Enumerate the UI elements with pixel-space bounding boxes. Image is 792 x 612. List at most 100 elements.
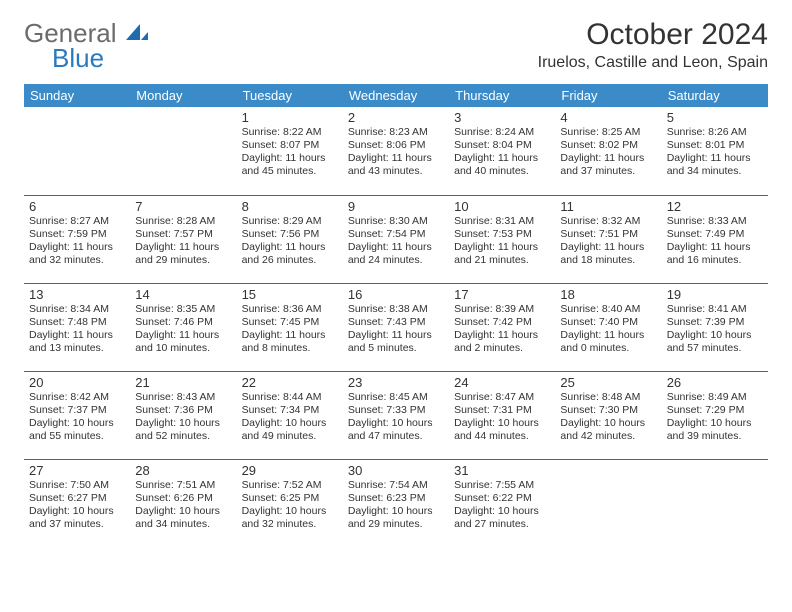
calendar-cell xyxy=(130,107,236,195)
calendar-body: 1Sunrise: 8:22 AMSunset: 8:07 PMDaylight… xyxy=(24,107,768,547)
daylight-line: Daylight: 11 hours and 29 minutes. xyxy=(135,241,231,267)
calendar-cell: 14Sunrise: 8:35 AMSunset: 7:46 PMDayligh… xyxy=(130,283,236,371)
daylight-line: Daylight: 11 hours and 26 minutes. xyxy=(242,241,338,267)
calendar-cell: 22Sunrise: 8:44 AMSunset: 7:34 PMDayligh… xyxy=(237,371,343,459)
sunrise-line: Sunrise: 8:25 AM xyxy=(560,126,656,139)
day-number: 25 xyxy=(560,375,656,390)
sunset-line: Sunset: 8:02 PM xyxy=(560,139,656,152)
daylight-line: Daylight: 11 hours and 10 minutes. xyxy=(135,329,231,355)
daylight-line: Daylight: 10 hours and 57 minutes. xyxy=(667,329,763,355)
sunrise-line: Sunrise: 8:24 AM xyxy=(454,126,550,139)
calendar-cell: 23Sunrise: 8:45 AMSunset: 7:33 PMDayligh… xyxy=(343,371,449,459)
daylight-line: Daylight: 11 hours and 2 minutes. xyxy=(454,329,550,355)
sunrise-line: Sunrise: 8:32 AM xyxy=(560,215,656,228)
day-number: 9 xyxy=(348,199,444,214)
daylight-line: Daylight: 11 hours and 24 minutes. xyxy=(348,241,444,267)
day-info: Sunrise: 8:27 AMSunset: 7:59 PMDaylight:… xyxy=(29,215,125,268)
daylight-line: Daylight: 11 hours and 18 minutes. xyxy=(560,241,656,267)
sunrise-line: Sunrise: 8:22 AM xyxy=(242,126,338,139)
day-info: Sunrise: 8:22 AMSunset: 8:07 PMDaylight:… xyxy=(242,126,338,179)
col-header-sunday: Sunday xyxy=(24,84,130,107)
sunrise-line: Sunrise: 8:44 AM xyxy=(242,391,338,404)
calendar-cell: 6Sunrise: 8:27 AMSunset: 7:59 PMDaylight… xyxy=(24,195,130,283)
sunrise-line: Sunrise: 8:41 AM xyxy=(667,303,763,316)
sunset-line: Sunset: 7:46 PM xyxy=(135,316,231,329)
day-info: Sunrise: 8:44 AMSunset: 7:34 PMDaylight:… xyxy=(242,391,338,444)
sunset-line: Sunset: 7:45 PM xyxy=(242,316,338,329)
daylight-line: Daylight: 11 hours and 16 minutes. xyxy=(667,241,763,267)
calendar-cell: 5Sunrise: 8:26 AMSunset: 8:01 PMDaylight… xyxy=(662,107,768,195)
calendar-table: Sunday Monday Tuesday Wednesday Thursday… xyxy=(24,84,768,547)
calendar-cell: 25Sunrise: 8:48 AMSunset: 7:30 PMDayligh… xyxy=(555,371,661,459)
calendar-cell: 3Sunrise: 8:24 AMSunset: 8:04 PMDaylight… xyxy=(449,107,555,195)
day-number: 15 xyxy=(242,287,338,302)
day-number: 21 xyxy=(135,375,231,390)
calendar-row: 1Sunrise: 8:22 AMSunset: 8:07 PMDaylight… xyxy=(24,107,768,195)
day-number: 19 xyxy=(667,287,763,302)
day-info: Sunrise: 8:24 AMSunset: 8:04 PMDaylight:… xyxy=(454,126,550,179)
sunset-line: Sunset: 6:23 PM xyxy=(348,492,444,505)
daylight-line: Daylight: 11 hours and 0 minutes. xyxy=(560,329,656,355)
sunrise-line: Sunrise: 8:38 AM xyxy=(348,303,444,316)
day-info: Sunrise: 7:55 AMSunset: 6:22 PMDaylight:… xyxy=(454,479,550,532)
sunset-line: Sunset: 7:31 PM xyxy=(454,404,550,417)
sunrise-line: Sunrise: 8:31 AM xyxy=(454,215,550,228)
calendar-cell: 15Sunrise: 8:36 AMSunset: 7:45 PMDayligh… xyxy=(237,283,343,371)
day-info: Sunrise: 8:47 AMSunset: 7:31 PMDaylight:… xyxy=(454,391,550,444)
sunrise-line: Sunrise: 8:33 AM xyxy=(667,215,763,228)
day-info: Sunrise: 8:25 AMSunset: 8:02 PMDaylight:… xyxy=(560,126,656,179)
calendar-cell: 24Sunrise: 8:47 AMSunset: 7:31 PMDayligh… xyxy=(449,371,555,459)
col-header-monday: Monday xyxy=(130,84,236,107)
sunset-line: Sunset: 7:33 PM xyxy=(348,404,444,417)
day-number: 1 xyxy=(242,110,338,125)
calendar-cell: 19Sunrise: 8:41 AMSunset: 7:39 PMDayligh… xyxy=(662,283,768,371)
day-info: Sunrise: 8:38 AMSunset: 7:43 PMDaylight:… xyxy=(348,303,444,356)
calendar-cell xyxy=(662,459,768,547)
daylight-line: Daylight: 11 hours and 45 minutes. xyxy=(242,152,338,178)
day-info: Sunrise: 7:52 AMSunset: 6:25 PMDaylight:… xyxy=(242,479,338,532)
sunrise-line: Sunrise: 8:36 AM xyxy=(242,303,338,316)
day-number: 24 xyxy=(454,375,550,390)
day-info: Sunrise: 8:43 AMSunset: 7:36 PMDaylight:… xyxy=(135,391,231,444)
sunset-line: Sunset: 6:25 PM xyxy=(242,492,338,505)
day-number: 4 xyxy=(560,110,656,125)
daylight-line: Daylight: 10 hours and 47 minutes. xyxy=(348,417,444,443)
sunset-line: Sunset: 7:54 PM xyxy=(348,228,444,241)
day-info: Sunrise: 8:42 AMSunset: 7:37 PMDaylight:… xyxy=(29,391,125,444)
daylight-line: Daylight: 10 hours and 29 minutes. xyxy=(348,505,444,531)
day-number: 31 xyxy=(454,463,550,478)
calendar-cell: 7Sunrise: 8:28 AMSunset: 7:57 PMDaylight… xyxy=(130,195,236,283)
daylight-line: Daylight: 11 hours and 43 minutes. xyxy=(348,152,444,178)
sunset-line: Sunset: 7:51 PM xyxy=(560,228,656,241)
sunrise-line: Sunrise: 8:28 AM xyxy=(135,215,231,228)
col-header-saturday: Saturday xyxy=(662,84,768,107)
daylight-line: Daylight: 10 hours and 49 minutes. xyxy=(242,417,338,443)
calendar-cell: 21Sunrise: 8:43 AMSunset: 7:36 PMDayligh… xyxy=(130,371,236,459)
calendar-row: 13Sunrise: 8:34 AMSunset: 7:48 PMDayligh… xyxy=(24,283,768,371)
daylight-line: Daylight: 10 hours and 55 minutes. xyxy=(29,417,125,443)
day-number: 27 xyxy=(29,463,125,478)
day-info: Sunrise: 8:30 AMSunset: 7:54 PMDaylight:… xyxy=(348,215,444,268)
day-number: 12 xyxy=(667,199,763,214)
calendar-cell: 28Sunrise: 7:51 AMSunset: 6:26 PMDayligh… xyxy=(130,459,236,547)
day-info: Sunrise: 8:36 AMSunset: 7:45 PMDaylight:… xyxy=(242,303,338,356)
calendar-cell: 26Sunrise: 8:49 AMSunset: 7:29 PMDayligh… xyxy=(662,371,768,459)
sunrise-line: Sunrise: 8:35 AM xyxy=(135,303,231,316)
calendar-cell: 30Sunrise: 7:54 AMSunset: 6:23 PMDayligh… xyxy=(343,459,449,547)
sunset-line: Sunset: 7:42 PM xyxy=(454,316,550,329)
sunset-line: Sunset: 7:29 PM xyxy=(667,404,763,417)
day-info: Sunrise: 8:39 AMSunset: 7:42 PMDaylight:… xyxy=(454,303,550,356)
day-number: 28 xyxy=(135,463,231,478)
daylight-line: Daylight: 11 hours and 8 minutes. xyxy=(242,329,338,355)
sunrise-line: Sunrise: 8:26 AM xyxy=(667,126,763,139)
col-header-friday: Friday xyxy=(555,84,661,107)
day-number: 30 xyxy=(348,463,444,478)
sunset-line: Sunset: 7:53 PM xyxy=(454,228,550,241)
sunrise-line: Sunrise: 8:45 AM xyxy=(348,391,444,404)
sunset-line: Sunset: 8:07 PM xyxy=(242,139,338,152)
sunrise-line: Sunrise: 8:48 AM xyxy=(560,391,656,404)
calendar-cell: 27Sunrise: 7:50 AMSunset: 6:27 PMDayligh… xyxy=(24,459,130,547)
location: Iruelos, Castille and Leon, Spain xyxy=(538,54,768,72)
col-header-wednesday: Wednesday xyxy=(343,84,449,107)
daylight-line: Daylight: 10 hours and 37 minutes. xyxy=(29,505,125,531)
